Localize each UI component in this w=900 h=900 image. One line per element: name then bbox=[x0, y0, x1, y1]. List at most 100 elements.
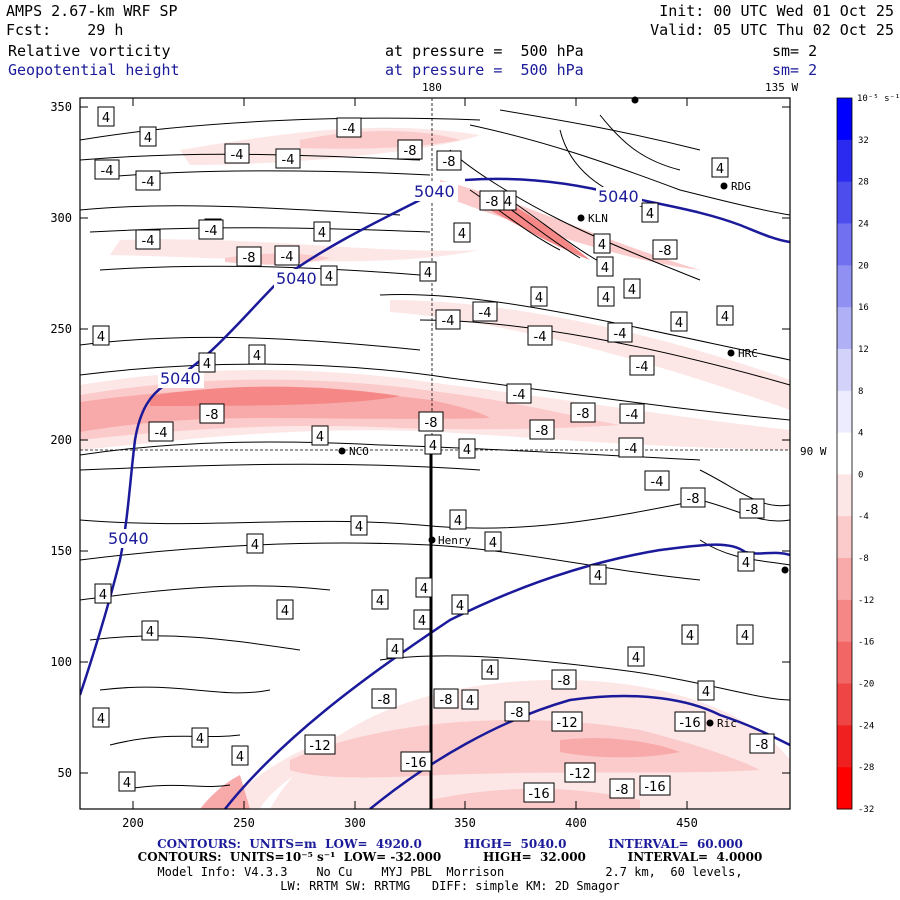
contour-label-box bbox=[481, 659, 499, 680]
vorticity-contour-label: -8 bbox=[404, 144, 417, 159]
contour-label-box bbox=[236, 246, 262, 267]
contour-label-box bbox=[350, 515, 368, 536]
vorticity-contour-label: -4 bbox=[534, 330, 547, 345]
x-tick-label: 200 bbox=[122, 816, 144, 830]
vort-fill-neg4 bbox=[390, 300, 790, 410]
contour-label-box bbox=[135, 170, 161, 191]
contour-label-box bbox=[652, 239, 678, 260]
colorbar-swatch bbox=[837, 181, 852, 224]
contour-label-box bbox=[139, 126, 157, 147]
station-dot bbox=[706, 719, 714, 727]
contour-label-box bbox=[749, 733, 775, 754]
vorticity-contour-label: 4 bbox=[429, 439, 437, 454]
vorticity-contours bbox=[80, 109, 790, 791]
contour-label-box bbox=[623, 278, 641, 299]
contour-label-box bbox=[670, 311, 688, 332]
y-axis: 350 300 250 200 150 100 50 bbox=[50, 100, 790, 780]
contour-label-box bbox=[198, 352, 216, 373]
contour-label-box bbox=[198, 219, 224, 240]
contour-label-box bbox=[199, 403, 225, 424]
contour-label-box bbox=[629, 355, 655, 376]
vorticity-contour-label: 4 bbox=[424, 266, 432, 281]
vorticity-contour-label: -8 bbox=[486, 195, 499, 210]
height-label-bg bbox=[274, 269, 320, 288]
vorticity-contour-label: 4 bbox=[466, 694, 474, 709]
vorticity-contour-label: 4 bbox=[489, 536, 497, 551]
vorticity-contour-label: -4 bbox=[343, 122, 356, 137]
contour-label-box bbox=[94, 583, 112, 604]
colorbar-swatch bbox=[837, 683, 852, 726]
y-tick-label: 50 bbox=[58, 766, 72, 780]
vorticity-contour-label: -12 bbox=[309, 739, 330, 754]
vorticity-contour-label: 4 bbox=[456, 599, 464, 614]
vorticity-contour-label: -4 bbox=[142, 175, 155, 190]
contour-label-box bbox=[697, 680, 715, 701]
contour-label-box bbox=[118, 771, 136, 792]
contour-label-box bbox=[275, 148, 301, 169]
contour-label-box bbox=[527, 325, 553, 346]
contour-label-box bbox=[92, 707, 110, 728]
contour-label-box bbox=[564, 762, 596, 783]
y-tick-label: 250 bbox=[50, 322, 72, 336]
contour-label-box bbox=[451, 594, 469, 615]
colorbar-swatch bbox=[837, 599, 852, 643]
vorticity-contour-label: -16 bbox=[528, 787, 549, 802]
station-rdg: RDG bbox=[731, 180, 751, 193]
contour-label-box bbox=[386, 638, 404, 659]
vorticity-contour-label: -4 bbox=[651, 475, 664, 490]
colorbar-tick-label: -8 bbox=[858, 554, 869, 564]
y-tick-label: 100 bbox=[50, 655, 72, 669]
vorticity-contour-label: 4 bbox=[355, 520, 363, 535]
colorbar-tick-label: 12 bbox=[858, 345, 869, 355]
colorbar-swatch bbox=[837, 390, 852, 434]
x-tick-label: 250 bbox=[233, 816, 255, 830]
contour-label-box bbox=[530, 286, 548, 307]
colorbar-tick-label: -28 bbox=[858, 763, 874, 773]
contour-label-box bbox=[371, 589, 389, 610]
meridian-label-90w: 90 W bbox=[800, 445, 827, 458]
vorticity-contour-label: -4 bbox=[479, 306, 492, 321]
contour-label-box bbox=[397, 139, 423, 160]
x-tick-label: 350 bbox=[454, 816, 476, 830]
stations: RDG KLN HRC NCO Henry Ric bbox=[338, 96, 789, 730]
height-contour-info: CONTOURS: UNITS=m LOW= 4920.0 HIGH= 5040… bbox=[157, 837, 743, 851]
colorbar-swatch bbox=[837, 139, 852, 183]
contour-label-box bbox=[506, 383, 532, 404]
vorticity-contour-label: -4 bbox=[625, 442, 638, 457]
height-label-bg bbox=[412, 182, 458, 201]
colorbar-tick-label: 4 bbox=[858, 429, 863, 439]
contour-label-box bbox=[736, 624, 754, 645]
contour-label-box bbox=[609, 778, 635, 799]
vorticity-contour-label: -4 bbox=[614, 327, 627, 342]
vorticity-contour-label: -4 bbox=[101, 164, 114, 179]
vorticity-contour-label: 4 bbox=[236, 750, 244, 765]
colorbar-swatch bbox=[837, 348, 852, 392]
contour-label-box bbox=[274, 245, 300, 266]
contour-label-box bbox=[618, 437, 644, 458]
colorbar-tick-label: 32 bbox=[858, 136, 869, 146]
height-label-bg bbox=[106, 529, 152, 548]
meridian-label-135w: 135 W bbox=[765, 81, 798, 94]
vorticity-contour-label: -4 bbox=[155, 426, 168, 441]
vorticity-contour-label: -4 bbox=[513, 388, 526, 403]
contour-label-box bbox=[619, 403, 645, 424]
y-tick-label: 150 bbox=[50, 544, 72, 558]
vorticity-contour-label: -8 bbox=[440, 693, 453, 708]
vorticity-contour-label: -16 bbox=[679, 716, 700, 731]
vorticity-contour-label: -8 bbox=[558, 674, 571, 689]
vorticity-contour-label: 4 bbox=[535, 291, 543, 306]
colorbar-tick-label: -32 bbox=[858, 805, 874, 815]
colorbar-swatch bbox=[837, 641, 852, 685]
height-contour-label: 5040 bbox=[414, 182, 455, 201]
vorticity-contour-label: 4 bbox=[97, 712, 105, 727]
vorticity-contour-label: 4 bbox=[602, 291, 610, 306]
contour-label-box bbox=[320, 265, 338, 286]
height-label-bg bbox=[158, 369, 204, 388]
colorbar-tick-label: -12 bbox=[858, 596, 874, 606]
vorticity-contour-label: -4 bbox=[442, 314, 455, 329]
colorbar-tick-label: 24 bbox=[858, 219, 869, 229]
vorticity-contour-label: 4 bbox=[646, 207, 654, 222]
station-dot bbox=[781, 566, 789, 574]
colorbar-swatch bbox=[837, 432, 852, 475]
